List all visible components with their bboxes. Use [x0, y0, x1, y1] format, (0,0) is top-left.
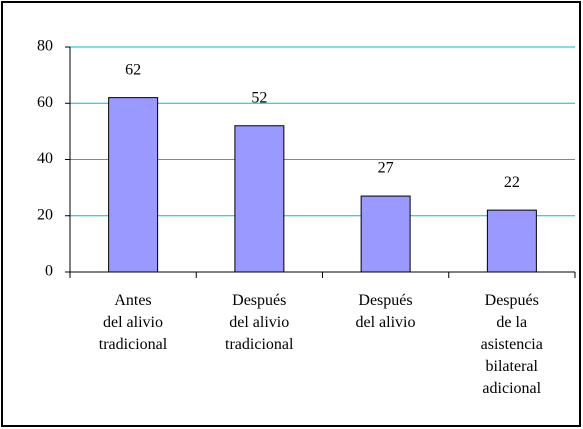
x-tick-label: Después de la asistencia bilateral adici… — [480, 292, 543, 397]
y-tick-label: 40 — [37, 150, 53, 167]
y-tick-label: 80 — [37, 38, 53, 55]
bar — [108, 97, 159, 273]
x-tick-label: Antes del alivio tradicional — [98, 292, 168, 353]
bar — [360, 195, 411, 273]
y-tick-label: 60 — [37, 94, 53, 111]
x-tick-label: Después del alivio tradicional — [225, 292, 294, 353]
data-label: 62 — [125, 61, 141, 78]
bar — [234, 125, 285, 273]
y-tick-label: 20 — [37, 206, 53, 223]
data-label: 52 — [251, 89, 267, 106]
data-label: 22 — [504, 174, 520, 191]
data-label: 27 — [378, 160, 394, 177]
x-tick-label: Después del alivio — [355, 292, 416, 331]
y-tick-label: 0 — [45, 263, 53, 280]
bar — [486, 209, 537, 273]
